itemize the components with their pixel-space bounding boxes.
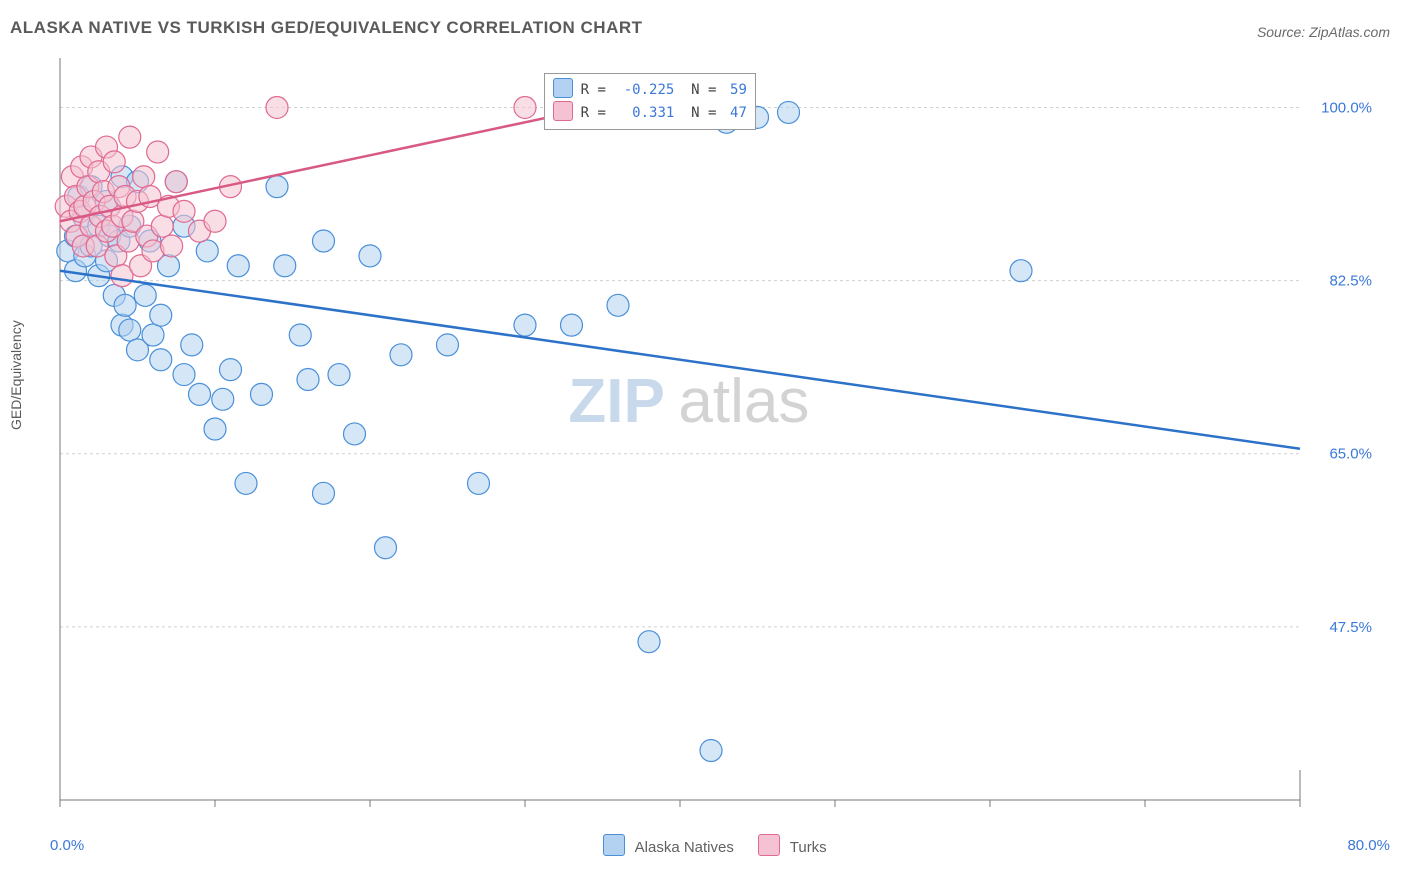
data-point <box>607 294 629 316</box>
legend-label: Alaska Natives <box>631 839 734 856</box>
data-point <box>212 388 234 410</box>
data-point <box>375 537 397 559</box>
data-point <box>514 96 536 118</box>
data-point <box>204 210 226 232</box>
data-point <box>235 472 257 494</box>
svg-text:100.0%: 100.0% <box>1321 99 1372 116</box>
data-point <box>119 319 141 341</box>
data-point <box>142 324 164 346</box>
data-point <box>313 230 335 252</box>
data-point <box>266 176 288 198</box>
data-point <box>227 255 249 277</box>
watermark-atlas: atlas <box>678 367 809 436</box>
data-point <box>468 472 490 494</box>
svg-text:47.5%: 47.5% <box>1329 619 1372 636</box>
source-label: Source: ZipAtlas.com <box>1257 24 1390 40</box>
data-point <box>328 364 350 386</box>
data-point <box>437 334 459 356</box>
data-point <box>134 284 156 306</box>
data-point <box>204 418 226 440</box>
data-point <box>103 151 125 173</box>
legend-swatch <box>603 834 625 856</box>
data-point <box>289 324 311 346</box>
data-point <box>173 364 195 386</box>
data-point <box>274 255 296 277</box>
legend-swatch <box>758 834 780 856</box>
data-point <box>181 334 203 356</box>
svg-text:65.0%: 65.0% <box>1329 446 1372 463</box>
data-point <box>173 200 195 222</box>
data-point <box>251 383 273 405</box>
legend-label: Turks <box>786 839 827 856</box>
data-point <box>390 344 412 366</box>
data-point <box>119 126 141 148</box>
data-point <box>151 215 173 237</box>
correlation-box: R = -0.225 N = 59R = 0.331 N = 47 <box>544 73 756 130</box>
data-point <box>297 369 319 391</box>
data-point <box>700 740 722 762</box>
data-point <box>266 96 288 118</box>
scatter-plot: 47.5% 65.0% 82.5% 100.0% ZIPatlas <box>50 50 1380 810</box>
y-axis-label: GED/Equivalency <box>8 320 24 430</box>
svg-text:82.5%: 82.5% <box>1329 273 1372 290</box>
data-point <box>189 383 211 405</box>
data-point <box>165 171 187 193</box>
data-point <box>161 235 183 257</box>
data-point <box>196 240 218 262</box>
data-point <box>561 314 583 336</box>
data-point <box>150 349 172 371</box>
data-point <box>344 423 366 445</box>
data-point <box>114 294 136 316</box>
chart-title: ALASKA NATIVE VS TURKISH GED/EQUIVALENCY… <box>10 18 643 38</box>
data-point <box>150 304 172 326</box>
data-point <box>359 245 381 267</box>
data-point <box>1010 260 1032 282</box>
legend-bottom: Alaska Natives Turks <box>0 834 1406 856</box>
data-point <box>147 141 169 163</box>
data-point <box>778 101 800 123</box>
watermark-zip: ZIP <box>568 367 664 436</box>
data-point <box>514 314 536 336</box>
data-point <box>220 359 242 381</box>
data-point <box>313 482 335 504</box>
data-point <box>133 166 155 188</box>
data-point <box>638 631 660 653</box>
